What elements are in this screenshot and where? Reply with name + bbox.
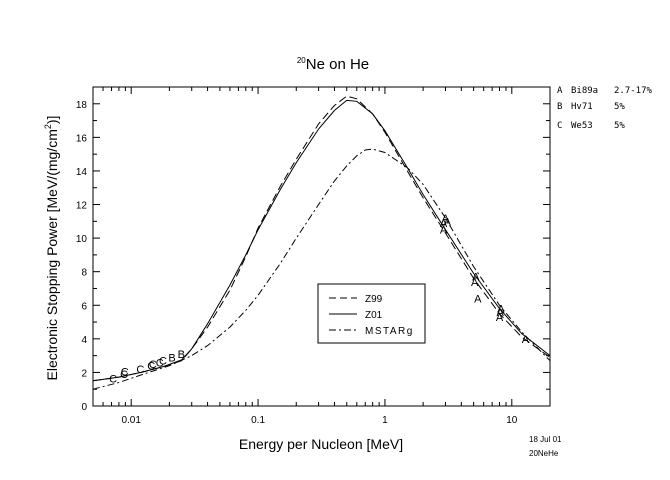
axis-ticks: 0.01 0.1 1 10 0 2 4 6 8 10 12 14 16 18 (76, 87, 551, 426)
x-tick-label: 0.1 (251, 415, 265, 426)
data-point-c: C (156, 357, 164, 369)
ref-source-a: Bi89a (571, 86, 598, 96)
ref-row-a: A Bi89a 2.7-17% (557, 86, 653, 96)
data-set-references: A Bi89a 2.7-17% B Hv71 5% C We53 5% (557, 86, 653, 131)
chart-title: 20Ne on He (297, 56, 369, 73)
y-tick-label: 14 (76, 167, 88, 178)
model-curves (92, 95, 551, 390)
data-point-a: A (440, 225, 448, 237)
y-tick-label: 0 (81, 402, 87, 413)
legend-label-z99: Z99 (365, 294, 383, 305)
x-axis-label: Energy per Nucleon [MeV] (239, 436, 403, 452)
ref-row-c: C We53 5% (557, 121, 625, 131)
ref-error-a: 2.7-17% (614, 86, 653, 96)
data-point-a: A (440, 218, 448, 230)
legend: Z99 Z01 MSTARg (317, 283, 426, 344)
data-point-c: C (109, 373, 117, 385)
data-point-a: A (474, 294, 482, 306)
y-axis-label-main: Electronic Stopping Power [MeV/(mg/cm (44, 129, 60, 380)
legend-label-z01: Z01 (365, 310, 383, 321)
y-tick-label: 4 (81, 335, 87, 346)
file-code-stamp: 20NeHe (529, 449, 559, 458)
data-point-a: A (444, 216, 452, 228)
data-point-b: B (168, 352, 175, 364)
title-mass-number: 20 (297, 56, 306, 65)
ref-error-c: 5% (614, 121, 625, 131)
ref-error-b: 5% (614, 102, 625, 112)
data-point-b: B (178, 349, 185, 361)
ref-letter-b: B (557, 102, 562, 112)
data-point-a: A (496, 312, 504, 324)
legend-label-mstarg: MSTARg (365, 326, 414, 337)
data-point-a: A (442, 213, 450, 225)
y-tick-label: 10 (76, 234, 88, 245)
ref-source-b: Hv71 (571, 102, 593, 112)
y-tick-label: 6 (81, 301, 87, 312)
ref-source-c: We53 (571, 121, 593, 131)
data-point-c: C (159, 356, 167, 368)
data-point-c: C (121, 367, 129, 379)
series-line-mstarg (92, 148, 551, 390)
y-tick-label: 16 (76, 133, 88, 144)
data-point-c: C (136, 364, 144, 376)
data-point-a: A (497, 304, 505, 316)
data-point-a: A (472, 272, 480, 284)
ref-row-b: B Hv71 5% (557, 102, 625, 112)
data-point-c: C (149, 359, 157, 371)
y-axis-label-exponent: 2 (43, 124, 53, 129)
data-point-c: C (120, 369, 128, 381)
x-tick-label: 0.01 (121, 415, 141, 426)
y-axis-label: Electronic Stopping Power [MeV/(mg/cm2)] (43, 116, 60, 381)
y-axis-label-close: )] (44, 116, 60, 125)
y-tick-label: 2 (81, 368, 87, 379)
data-point-a: A (497, 307, 505, 319)
y-tick-label: 18 (76, 100, 88, 111)
ref-letter-a: A (557, 86, 563, 96)
data-point-a: A (522, 334, 530, 346)
x-tick-label: 10 (506, 415, 518, 426)
ref-letter-c: C (557, 121, 562, 131)
title-text: Ne on He (306, 56, 369, 73)
data-point-c: C (147, 361, 155, 373)
x-tick-label: 1 (382, 415, 388, 426)
data-point-a: A (471, 277, 479, 289)
y-tick-label: 8 (81, 268, 87, 279)
series-line-z99 (92, 95, 551, 382)
y-tick-label: 12 (76, 201, 88, 212)
date-stamp: 18 Jul 01 (529, 435, 562, 444)
plot-frame (92, 86, 551, 407)
